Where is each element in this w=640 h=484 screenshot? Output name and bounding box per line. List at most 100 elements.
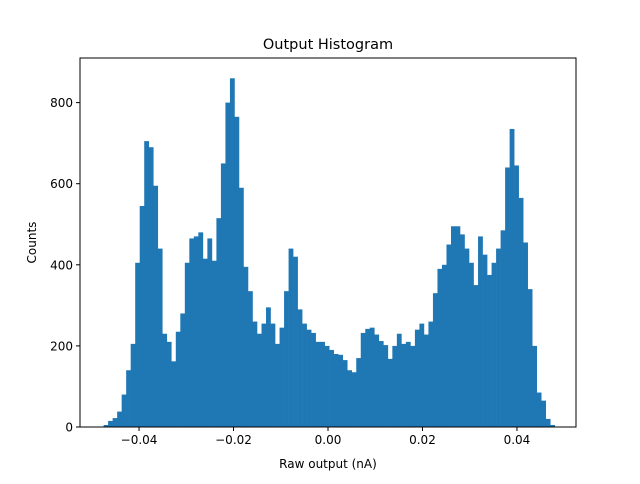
histogram-bar — [532, 345, 537, 427]
histogram-bar — [180, 313, 186, 427]
chart-title: Output Histogram — [263, 37, 393, 53]
histogram-bar — [284, 291, 289, 427]
histogram-bar — [153, 185, 159, 427]
histogram-bar — [162, 333, 168, 427]
histogram-bar — [234, 116, 240, 428]
histogram-bar — [202, 258, 208, 427]
histogram-bar — [184, 262, 190, 427]
histogram-bar — [275, 343, 280, 427]
histogram-bar — [455, 226, 461, 427]
histogram-bar — [293, 256, 298, 427]
histogram-bar — [216, 218, 222, 427]
histogram-bar — [527, 289, 533, 427]
histogram-bar — [423, 334, 429, 427]
x-tick-label: 0.00 — [315, 433, 342, 447]
histogram-bar — [225, 102, 231, 427]
histogram-bar — [333, 354, 339, 427]
histogram-bar — [378, 341, 384, 427]
histogram-bar — [257, 333, 262, 427]
histogram-bar — [189, 238, 195, 427]
histogram-bar — [419, 323, 425, 427]
histogram-bar — [396, 333, 402, 427]
histogram-bar — [514, 165, 519, 427]
x-tick-label: −0.02 — [215, 433, 252, 447]
histogram-bars — [103, 78, 556, 428]
histogram-bar — [220, 163, 226, 427]
histogram-bar — [496, 248, 501, 427]
histogram-bar — [387, 358, 393, 427]
histogram-bar — [112, 418, 118, 427]
histogram-bar — [338, 354, 344, 427]
histogram-bar — [446, 244, 452, 427]
histogram-bar — [437, 268, 443, 427]
histogram-bar — [297, 309, 303, 427]
histogram-bar — [473, 285, 479, 427]
histogram-bar — [351, 372, 357, 427]
histogram-bar — [342, 360, 348, 427]
y-axis-label: Counts — [25, 222, 39, 264]
histogram-bar — [117, 411, 122, 427]
histogram-bar — [279, 327, 285, 427]
histogram-bar — [523, 242, 528, 427]
histogram-bar — [360, 332, 366, 427]
histogram-bar — [432, 293, 438, 427]
histogram-bar — [108, 420, 113, 427]
histogram-bar — [365, 328, 371, 427]
histogram-bar — [166, 341, 172, 427]
histogram-bar — [320, 341, 325, 427]
histogram-bar — [401, 343, 407, 427]
histogram-bar — [148, 147, 154, 427]
x-axis-label: Raw output (nA) — [279, 457, 377, 471]
histogram-bar — [306, 329, 312, 427]
histogram-bar — [121, 394, 127, 427]
histogram-bar — [247, 291, 253, 427]
histogram-bar — [315, 341, 321, 427]
histogram-bar — [229, 78, 235, 428]
histogram-bar — [171, 361, 177, 427]
histogram-bar — [550, 424, 556, 427]
histogram-bar — [266, 307, 271, 427]
histogram-bar — [487, 274, 492, 427]
histogram-bar — [238, 187, 244, 427]
histogram-bar — [374, 334, 380, 427]
histogram-bar — [135, 262, 141, 427]
histogram-bar — [243, 266, 249, 427]
y-tick-label: 200 — [50, 339, 73, 353]
histogram-bar — [103, 424, 109, 427]
histogram-bar — [144, 141, 150, 427]
y-axis-ticks: 0 200 400 600 800 — [50, 96, 80, 435]
histogram-bar — [157, 248, 163, 427]
y-tick-label: 0 — [65, 421, 73, 435]
histogram-bar — [500, 230, 506, 427]
y-tick-label: 800 — [50, 96, 73, 110]
histogram-bar — [270, 323, 276, 427]
histogram-bar — [261, 323, 267, 427]
histogram-bar — [369, 327, 375, 427]
histogram-bar — [460, 234, 465, 427]
histogram-bar — [414, 329, 420, 427]
histogram-bar — [193, 236, 199, 427]
histogram-bar — [311, 332, 316, 427]
y-tick-label: 600 — [50, 177, 73, 191]
histogram-bar — [441, 264, 447, 427]
histogram-bar — [175, 331, 181, 427]
histogram-bar — [505, 167, 510, 427]
histogram-bar — [482, 254, 488, 427]
histogram-bar — [130, 343, 136, 427]
histogram-bar — [198, 232, 204, 427]
histogram-bar — [428, 321, 434, 427]
histogram-bar — [383, 345, 389, 427]
histogram-bar — [392, 345, 398, 427]
x-tick-label: 0.04 — [504, 433, 531, 447]
histogram-bar — [545, 418, 551, 427]
histogram-bar — [356, 358, 362, 427]
histogram-bar — [541, 400, 547, 427]
histogram-bar — [491, 262, 497, 427]
x-tick-label: −0.04 — [121, 433, 158, 447]
histogram-bar — [126, 370, 131, 427]
histogram-bar — [450, 226, 456, 427]
y-tick-label: 400 — [50, 258, 73, 272]
histogram-bar — [139, 206, 145, 427]
